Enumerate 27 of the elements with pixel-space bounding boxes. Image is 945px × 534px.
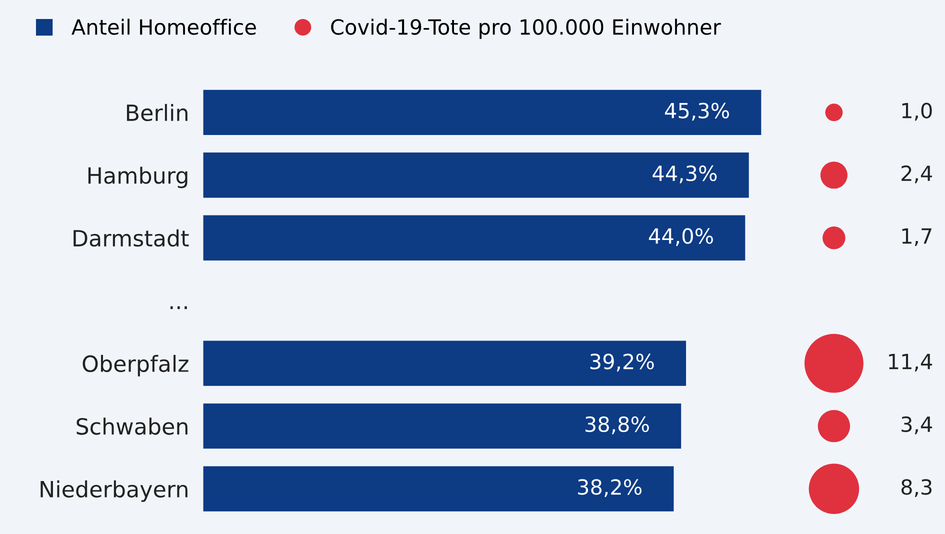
y-tick-label: ... xyxy=(170,306,187,310)
legend-label: Covid-19-Tote pro 100.000 Einwohner xyxy=(331,18,721,39)
data-label: 38,8% xyxy=(585,416,649,434)
bar xyxy=(203,340,686,386)
bar xyxy=(203,152,749,198)
bar xyxy=(203,466,674,512)
data-label: 44,3% xyxy=(652,165,717,184)
y-tick-label: Berlin xyxy=(126,104,188,122)
data-label: 45,3% xyxy=(664,102,729,121)
y-tick-label: Niederbayern xyxy=(40,480,188,502)
data-label: 1,0 xyxy=(902,102,932,121)
y-tick-label: Schwaben xyxy=(76,418,188,435)
y-tick-label: Oberpfalz xyxy=(82,354,188,376)
bar xyxy=(203,215,746,260)
data-label: 39,2% xyxy=(590,354,654,372)
data-label: 2,4 xyxy=(902,165,932,184)
data-label: 11,4 xyxy=(889,354,932,372)
data-label: 3,4 xyxy=(902,416,932,434)
y-tick-label: Darmstadt xyxy=(74,229,189,247)
legend-label: Anteil Homeoffice xyxy=(72,18,256,35)
bar xyxy=(203,403,682,449)
bar xyxy=(203,90,762,135)
data-label: 44,0% xyxy=(648,228,713,246)
data-label: 8,3 xyxy=(901,479,932,497)
y-tick-label: Hamburg xyxy=(88,166,188,188)
data-label: 1,7 xyxy=(902,228,932,246)
data-label: 38,2% xyxy=(578,479,642,497)
